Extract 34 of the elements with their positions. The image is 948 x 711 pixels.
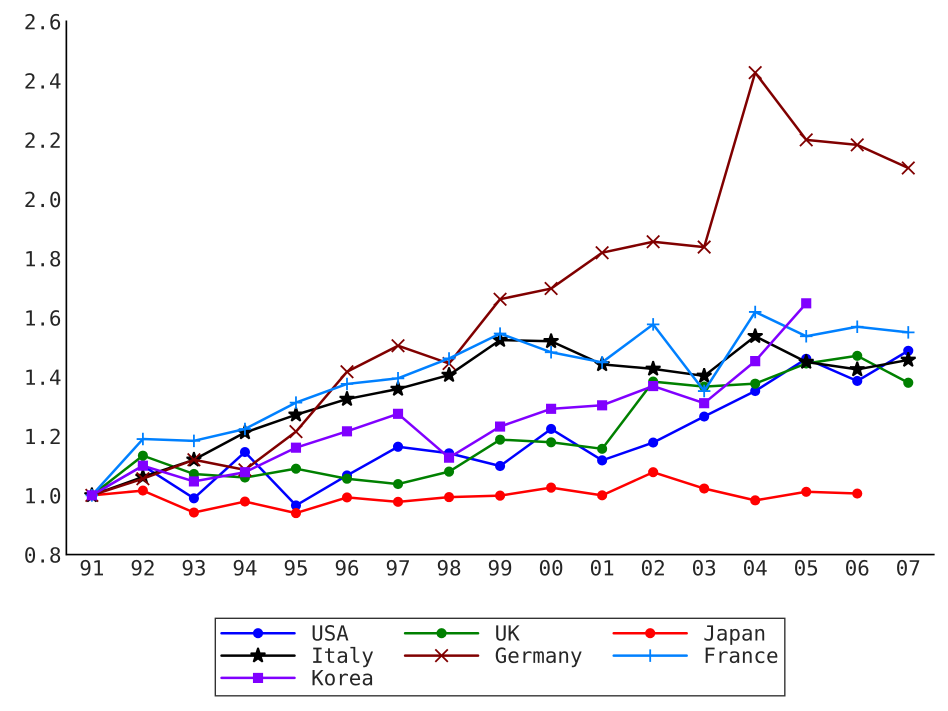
y-tick-label: 2.4 bbox=[25, 73, 61, 89]
y-tick-label: 1.6 bbox=[26, 310, 60, 326]
x-tick-label: 95 bbox=[284, 560, 307, 576]
x-tick-label: 06 bbox=[846, 560, 868, 576]
y-tick-label: 2.6 bbox=[25, 14, 60, 30]
x-tick-label: 02 bbox=[642, 560, 664, 576]
legend-label: Japan bbox=[704, 625, 764, 645]
legend-label: USA bbox=[312, 625, 348, 641]
y-tick-label: 1.2 bbox=[26, 428, 60, 444]
x-tick-label: 97 bbox=[386, 560, 409, 576]
y-tick-label: 1.8 bbox=[26, 250, 60, 267]
x-tick-label: 94 bbox=[234, 560, 256, 576]
y-tick-label: 2.2 bbox=[25, 132, 60, 148]
y-tick-label: 0.8 bbox=[25, 547, 60, 563]
x-tick-label: 92 bbox=[132, 560, 154, 576]
x-tick-label: 04 bbox=[744, 560, 767, 576]
legend-label: Germany bbox=[496, 647, 582, 668]
x-tick-label: 03 bbox=[692, 560, 716, 576]
legend-label: Korea bbox=[312, 670, 372, 686]
legend-label: Italy bbox=[313, 646, 374, 668]
y-tick-label: 1.4 bbox=[26, 370, 61, 385]
x-tick-label: 99 bbox=[488, 560, 512, 576]
x-tick-label: 93 bbox=[182, 560, 205, 576]
x-tick-label: 00 bbox=[540, 560, 562, 576]
x-tick-label: 07 bbox=[897, 560, 920, 576]
x-tick-label: 01 bbox=[590, 560, 614, 576]
x-tick-label: 05 bbox=[795, 560, 818, 576]
y-tick-label: 2.0 bbox=[25, 192, 60, 208]
y-tick-label: 1.0 bbox=[26, 488, 60, 504]
x-tick-label: 91 bbox=[80, 560, 103, 576]
legend-label: France bbox=[706, 648, 778, 664]
x-tick-label: 96 bbox=[336, 560, 358, 576]
legend-label: UK bbox=[496, 625, 520, 641]
x-tick-label: 98 bbox=[438, 560, 460, 576]
